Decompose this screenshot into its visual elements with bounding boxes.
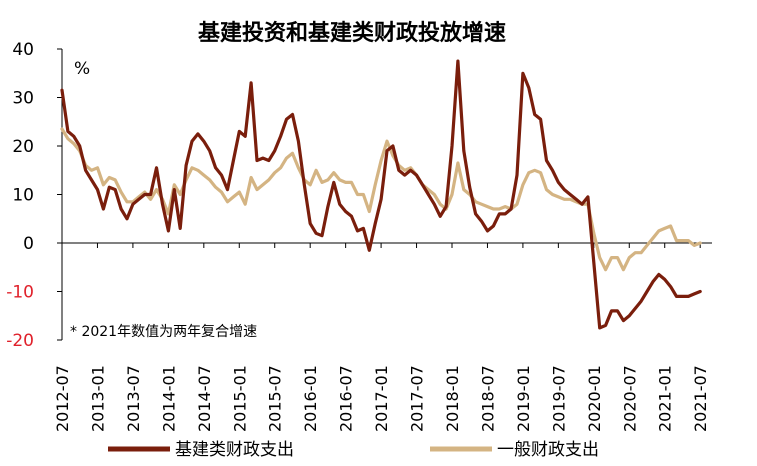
x-tick-label: 2014-01 <box>159 365 178 432</box>
x-tick-label: 2021-07 <box>691 365 710 432</box>
y-tick-label: 0 <box>23 234 34 254</box>
x-tick-label: 2017-07 <box>408 365 427 432</box>
x-tick-label: 2019-01 <box>514 365 533 432</box>
x-tick-label: 2019-07 <box>549 365 568 432</box>
x-tick-label: 2014-07 <box>195 365 214 432</box>
series-line-0 <box>60 59 702 330</box>
y-tick-label: -20 <box>6 331 34 351</box>
legend-label-series-1: 一般财政支出 <box>497 440 599 460</box>
x-tick-label: 2015-01 <box>230 365 249 432</box>
series-lines <box>60 59 702 330</box>
x-tick-label: 2021-01 <box>656 365 675 432</box>
y-tick-label: 30 <box>12 89 34 109</box>
legend: 基建类财政支出 一般财政支出 <box>108 440 599 460</box>
x-tick-label: 2016-07 <box>337 365 356 432</box>
y-tick-labels: -20 -10 0 10 20 30 40 <box>6 40 62 351</box>
legend-label-series-0: 基建类财政支出 <box>175 440 294 460</box>
x-tick-label: 2016-01 <box>301 365 320 432</box>
y-axis: -20 -10 0 10 20 30 40 <box>6 40 63 351</box>
x-tick-label: 2018-01 <box>443 365 462 432</box>
y-tick-label: 40 <box>12 40 34 60</box>
chart-note: * 2021年数值为两年复合增速 <box>70 323 257 340</box>
x-tick-label: 2020-01 <box>585 365 604 432</box>
x-tick-label: 2013-07 <box>124 365 143 432</box>
y-tick-label: 10 <box>12 186 34 206</box>
y-tick-label: -10 <box>6 283 34 303</box>
series-line-1 <box>60 127 702 272</box>
x-tick-label: 2013-01 <box>88 365 107 432</box>
x-tick-label: 2017-01 <box>372 365 391 432</box>
x-tick-label: 2012-07 <box>53 365 72 432</box>
y-tick-label: 20 <box>12 137 34 157</box>
x-axis: 2012-07 2013-01 2013-07 2014-01 2014-07 2015-… <box>53 242 712 432</box>
x-tick-label: 2015-07 <box>266 365 285 432</box>
x-tick-labels: 2012-07 2013-01 2013-07 2014-01 2014-07 2015-… <box>53 243 710 432</box>
y-axis-unit: % <box>74 59 90 79</box>
x-tick-label: 2018-07 <box>478 365 497 432</box>
x-tick-label: 2020-07 <box>620 365 639 432</box>
chart-title: 基建投资和基建类财政投放增速 <box>198 20 506 46</box>
